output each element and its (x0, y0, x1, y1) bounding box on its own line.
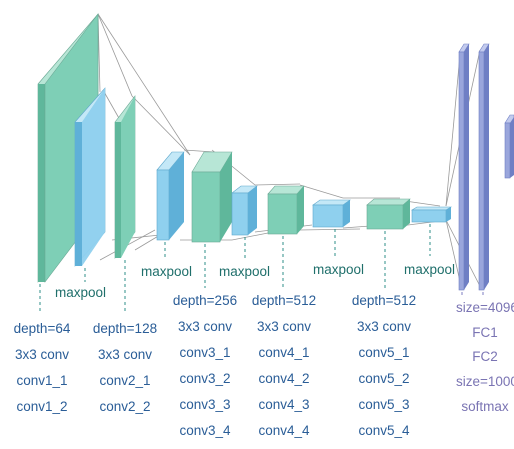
pool5-block (410, 206, 453, 223)
stage3-labels: depth=256 3x3 conv conv3_1 conv3_2 conv3… (173, 293, 237, 438)
stage2-kernel: 3x3 conv (98, 347, 152, 362)
conv5-block (366, 198, 411, 230)
pool5-label: maxpool (404, 262, 455, 277)
pool4-label: maxpool (313, 262, 364, 277)
stage3-kernel: 3x3 conv (178, 319, 232, 334)
stage4-conv4-2: conv4_2 (258, 371, 309, 386)
conv2-block (114, 95, 136, 259)
softmax-label: softmax (461, 399, 509, 414)
stage2-conv2-1: conv2_1 (99, 373, 150, 388)
fc1-block (458, 43, 470, 291)
stage1-conv1-2: conv1_2 (16, 399, 67, 414)
stage5-depth: depth=512 (352, 293, 416, 308)
stage3-depth: depth=256 (173, 293, 237, 308)
stage3-conv3-3: conv3_3 (179, 397, 230, 412)
stage5-conv5-2: conv5_2 (358, 371, 409, 386)
fc2-label: FC2 (472, 349, 498, 364)
stage5-conv5-4: conv5_4 (358, 423, 410, 438)
conv3-block (191, 151, 233, 243)
pool1-label: maxpool (55, 285, 106, 300)
stage3-conv3-4: conv3_4 (179, 423, 231, 438)
stage4-conv4-1: conv4_1 (258, 345, 309, 360)
pool4-block (312, 199, 351, 228)
fc-labels: size=4096 FC1 FC2 size=1000 softmax (456, 300, 514, 414)
stage3-conv3-1: conv3_1 (179, 345, 230, 360)
conv4-block (267, 185, 305, 235)
fc-size-1000: size=1000 (456, 374, 514, 389)
connector-lines (97, 13, 483, 291)
stage1-conv1-1: conv1_1 (16, 373, 67, 388)
stage1-depth: depth=64 (14, 321, 71, 336)
pool3-label: maxpool (219, 264, 270, 279)
stage1-labels: depth=64 3x3 conv conv1_1 conv1_2 (14, 321, 71, 414)
stage5-conv5-3: conv5_3 (358, 397, 409, 412)
stage5-labels: depth=512 3x3 conv conv5_1 conv5_2 conv5… (352, 293, 416, 438)
stage5-conv5-1: conv5_1 (358, 345, 409, 360)
fc2-block (478, 43, 490, 291)
stage4-conv4-3: conv4_3 (258, 397, 309, 412)
fc3-block (504, 114, 514, 179)
stage4-depth: depth=512 (252, 293, 316, 308)
stage1-kernel: 3x3 conv (15, 347, 69, 362)
stage3-conv3-2: conv3_2 (179, 371, 230, 386)
fc-size-4096: size=4096 (456, 300, 514, 315)
pool3-block (231, 185, 258, 236)
stage2-conv2-2: conv2_2 (99, 399, 150, 414)
stage2-labels: depth=128 3x3 conv conv2_1 conv2_2 (93, 321, 157, 414)
stage4-labels: depth=512 3x3 conv conv4_1 conv4_2 conv4… (252, 293, 316, 438)
pool1-block (74, 87, 106, 267)
pool2-block (156, 151, 185, 241)
leader-lines (39, 224, 484, 314)
stage2-depth: depth=128 (93, 321, 157, 336)
stage5-kernel: 3x3 conv (357, 319, 411, 334)
stage4-conv4-4: conv4_4 (258, 423, 310, 438)
fc1-label: FC1 (472, 325, 498, 340)
stage4-kernel: 3x3 conv (257, 319, 311, 334)
pool2-label: maxpool (141, 264, 192, 279)
